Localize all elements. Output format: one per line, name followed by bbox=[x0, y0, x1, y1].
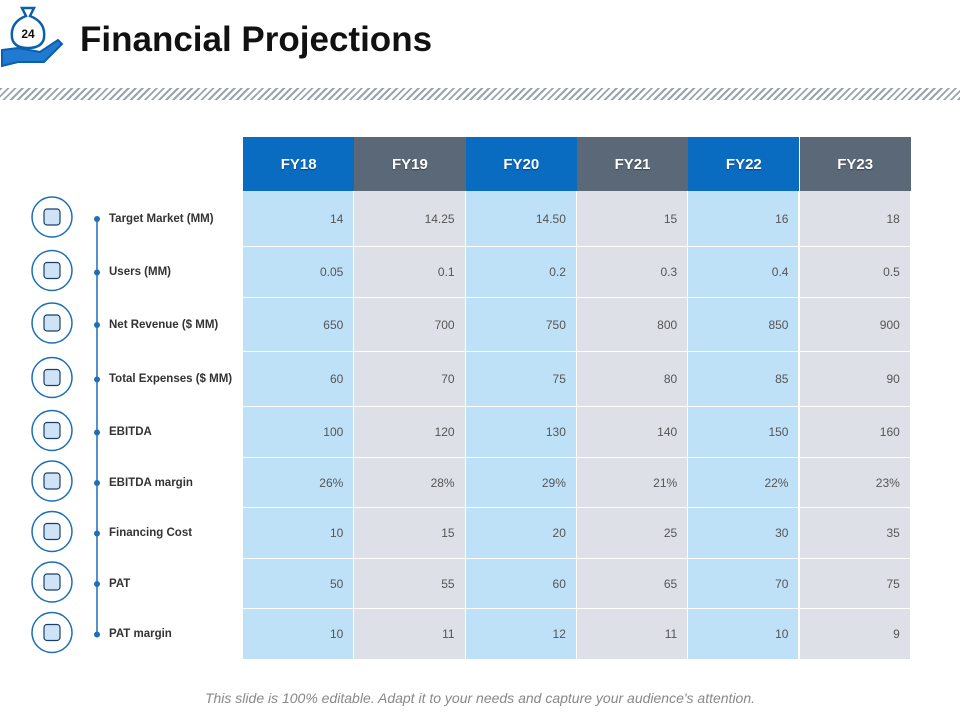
cell: 26% bbox=[243, 458, 355, 508]
cell: 160 bbox=[799, 407, 911, 458]
cell: 23% bbox=[799, 458, 911, 508]
cell: 0.2 bbox=[465, 247, 577, 298]
cell: 20 bbox=[465, 508, 577, 559]
timeline-dot bbox=[94, 581, 100, 587]
cell: 850 bbox=[688, 298, 800, 352]
cell: 30 bbox=[688, 508, 800, 559]
cell: 15 bbox=[576, 191, 689, 247]
column-header: FY19 bbox=[354, 137, 466, 191]
cell: 14 bbox=[243, 191, 355, 247]
cell: 9 bbox=[799, 609, 911, 660]
cell: 35 bbox=[799, 508, 911, 559]
cell: 65 bbox=[576, 559, 689, 609]
cell: 29% bbox=[465, 458, 577, 508]
footer: This slide is 100% editable. Adapt it to… bbox=[204, 690, 756, 706]
timeline-dot bbox=[94, 376, 100, 383]
row-label: EBITDA bbox=[109, 426, 152, 438]
timeline-dot bbox=[94, 216, 100, 222]
column-header: FY20 bbox=[465, 137, 577, 191]
cell: 25 bbox=[576, 508, 689, 559]
cell: 14.50 bbox=[465, 191, 577, 247]
cell: 14.25 bbox=[354, 191, 466, 247]
row-icon-glyph bbox=[43, 261, 61, 280]
row-icon-glyph bbox=[43, 421, 61, 440]
cell: 0.1 bbox=[354, 247, 466, 298]
timeline-dot bbox=[94, 480, 100, 486]
column-header: FY18 bbox=[243, 137, 355, 191]
divider-stripe bbox=[0, 88, 960, 100]
cell: 75 bbox=[465, 352, 577, 407]
timeline-dot bbox=[94, 322, 100, 328]
row-label: Target Market (MM) bbox=[109, 212, 214, 225]
row-icons bbox=[31, 196, 100, 654]
cell: 0.4 bbox=[688, 247, 800, 298]
cell: 11 bbox=[576, 609, 689, 660]
row-icon-glyph bbox=[43, 472, 61, 490]
row-label: PAT bbox=[109, 577, 131, 590]
cell: 10 bbox=[688, 609, 800, 660]
column-header: FY21 bbox=[576, 137, 689, 191]
column-header: FY22 bbox=[688, 137, 800, 191]
cell: 15 bbox=[354, 508, 466, 559]
row-icon-glyph bbox=[43, 368, 61, 387]
cell: 22% bbox=[688, 458, 800, 508]
row-label: Net Revenue ($ MM) bbox=[109, 318, 219, 331]
cell: 800 bbox=[576, 298, 689, 352]
cell: 10 bbox=[243, 508, 355, 559]
row-icon-glyph bbox=[43, 573, 61, 591]
page-number: 24 bbox=[21, 27, 35, 41]
cell: 70 bbox=[688, 559, 800, 609]
cell: 0.05 bbox=[243, 247, 355, 298]
row-icon-glyph bbox=[43, 522, 61, 541]
cell: 0.3 bbox=[576, 247, 689, 298]
cell: 75 bbox=[799, 559, 911, 609]
cell: 60 bbox=[243, 352, 355, 407]
cell: 55 bbox=[354, 559, 466, 609]
cell: 85 bbox=[688, 352, 800, 407]
timeline-dot bbox=[94, 530, 100, 537]
cell: 80 bbox=[576, 352, 689, 407]
timeline-dot bbox=[94, 429, 100, 436]
row-label: Financing Cost bbox=[109, 527, 193, 539]
cell: 10 bbox=[243, 609, 355, 660]
cell: 150 bbox=[688, 407, 800, 458]
header-icon: 24 bbox=[0, 6, 64, 68]
row-label: Users (MM) bbox=[109, 266, 171, 278]
cell: 60 bbox=[465, 559, 577, 609]
column-header: FY23 bbox=[799, 137, 911, 191]
row-icon-glyph bbox=[43, 208, 61, 226]
cell: 11 bbox=[354, 609, 466, 660]
cell: 16 bbox=[688, 191, 800, 247]
cell: 130 bbox=[465, 407, 577, 458]
row-icon-glyph bbox=[43, 623, 61, 642]
cell: 700 bbox=[354, 298, 466, 352]
cell: 70 bbox=[354, 352, 466, 407]
cell: 650 bbox=[243, 298, 355, 352]
row-label: EBITDA margin bbox=[109, 476, 193, 489]
title: Financial Projections bbox=[80, 20, 433, 59]
cell: 120 bbox=[354, 407, 466, 458]
cell: 900 bbox=[799, 298, 911, 352]
row-icon-glyph bbox=[43, 314, 61, 332]
cell: 100 bbox=[243, 407, 355, 458]
cell: 12 bbox=[465, 609, 577, 660]
cell: 140 bbox=[576, 407, 689, 458]
cell: 18 bbox=[799, 191, 911, 247]
row-label: Total Expenses ($ MM) bbox=[109, 373, 233, 385]
timeline-dot bbox=[94, 269, 100, 276]
row-label: PAT margin bbox=[109, 628, 172, 640]
timeline-dot bbox=[94, 631, 100, 638]
cell: 21% bbox=[576, 458, 689, 508]
cell: 50 bbox=[243, 559, 355, 609]
cell: 750 bbox=[465, 298, 577, 352]
cell: 28% bbox=[354, 458, 466, 508]
cell: 0.5 bbox=[799, 247, 911, 298]
cell: 90 bbox=[799, 352, 911, 407]
